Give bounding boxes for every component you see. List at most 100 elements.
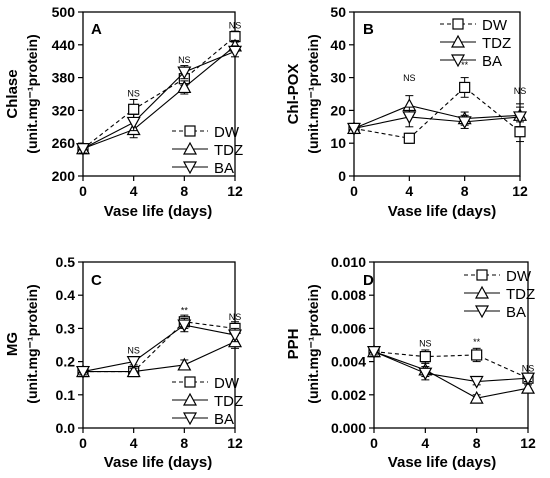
legend-marker bbox=[450, 54, 466, 68]
ylabel-1: Chl-POX bbox=[285, 64, 302, 125]
legend-label: BA bbox=[482, 53, 502, 70]
panel-b: Chl-POX (unit.mg⁻¹protein) Vase life (da… bbox=[285, 21, 496, 220]
y-tick-label: 0.2 bbox=[56, 354, 76, 370]
series-line bbox=[82, 36, 236, 150]
y-tick-label: 260 bbox=[52, 135, 76, 151]
y-tick-label: 0.5 bbox=[56, 254, 76, 270]
data-point bbox=[227, 45, 243, 59]
x-tick-label: 12 bbox=[512, 183, 528, 199]
ylabel-2: (unit.mg⁻¹protein) bbox=[305, 34, 321, 153]
data-point bbox=[403, 132, 415, 144]
panel-letter: B bbox=[363, 21, 374, 38]
data-point bbox=[469, 390, 484, 404]
y-tick-label: 0.1 bbox=[56, 387, 76, 403]
x-tick-label: 8 bbox=[473, 435, 481, 451]
x-tick-label: 12 bbox=[227, 183, 243, 199]
data-point bbox=[366, 346, 382, 359]
legend-marker bbox=[452, 18, 464, 30]
legend-marker bbox=[182, 161, 198, 175]
data-point bbox=[177, 357, 192, 371]
series-line bbox=[83, 341, 236, 373]
legend-label: TDZ bbox=[214, 142, 243, 159]
significance-label: NS bbox=[522, 364, 535, 374]
data-point bbox=[75, 365, 91, 379]
y-tick-label: 440 bbox=[52, 37, 76, 53]
xlabel: Vase life (days) bbox=[388, 454, 496, 471]
ylabel-2: (unit.mg⁻¹protein) bbox=[24, 284, 40, 403]
x-tick-label: 8 bbox=[180, 183, 188, 199]
panel-c: MG (unit.mg⁻¹protein) Vase life (days) C bbox=[4, 272, 212, 471]
chart-panel: 0.000 0.002 0.004 0.006 0.008 0.010 0 4 8 12 NS ** N… bbox=[331, 254, 536, 451]
y-tick-label: 40 bbox=[330, 37, 346, 53]
legend-marker bbox=[184, 125, 196, 137]
y-tick-label: 0.000 bbox=[331, 420, 366, 436]
x-tick-label: 8 bbox=[180, 435, 188, 451]
y-tick-label: 200 bbox=[52, 168, 76, 184]
data-point bbox=[227, 329, 243, 343]
x-tick-label: 4 bbox=[130, 435, 138, 451]
legend-label: DW bbox=[214, 124, 240, 141]
significance-label: ** bbox=[181, 305, 189, 315]
x-tick-label: 0 bbox=[370, 435, 378, 451]
legend-label: DW bbox=[482, 17, 508, 34]
ylabel-1: PPH bbox=[285, 329, 302, 360]
data-point bbox=[177, 80, 192, 94]
legend-label: BA bbox=[214, 160, 234, 177]
data-point bbox=[520, 372, 536, 386]
data-point bbox=[128, 103, 140, 115]
series-line bbox=[353, 116, 521, 129]
x-tick-label: 12 bbox=[227, 435, 243, 451]
plot-frame bbox=[82, 11, 236, 177]
x-tick-label: 4 bbox=[421, 435, 429, 451]
legend-label: BA bbox=[506, 304, 526, 321]
y-tick-label: 10 bbox=[330, 135, 346, 151]
y-tick-label: 0.4 bbox=[56, 287, 76, 303]
x-tick-label: 8 bbox=[461, 183, 469, 199]
significance-label: ** bbox=[473, 337, 481, 347]
panel-letter: A bbox=[91, 21, 102, 38]
y-tick-label: 30 bbox=[330, 70, 346, 86]
legend-marker bbox=[182, 412, 198, 426]
data-point bbox=[419, 351, 431, 363]
plot-frame bbox=[353, 11, 521, 177]
data-point bbox=[75, 143, 91, 156]
legend-marker bbox=[474, 305, 490, 319]
data-point bbox=[346, 122, 362, 136]
legend-label: DW bbox=[506, 268, 532, 285]
legend-marker bbox=[184, 376, 196, 388]
panel-a: Chlase (unit.mg⁻¹protein) Vase life (day… bbox=[4, 21, 212, 220]
data-point bbox=[471, 349, 483, 361]
series-line bbox=[83, 321, 236, 373]
legend-label: TDZ bbox=[506, 286, 535, 303]
y-tick-label: 0 bbox=[338, 168, 346, 184]
y-tick-label: 0.0 bbox=[56, 420, 76, 436]
data-point bbox=[126, 364, 141, 378]
ylabel-1: Chlase bbox=[4, 69, 21, 118]
y-tick-label: 0.006 bbox=[331, 320, 366, 336]
legend-marker bbox=[476, 269, 488, 281]
ylabel-1: MG bbox=[4, 332, 21, 356]
y-tick-label: 380 bbox=[52, 70, 76, 86]
x-tick-label: 0 bbox=[79, 435, 87, 451]
data-point bbox=[459, 81, 471, 94]
significance-label: NS bbox=[229, 20, 242, 30]
significance-label: NS bbox=[127, 345, 140, 355]
significance-label: NS bbox=[419, 339, 432, 349]
significance-label: NS bbox=[178, 55, 191, 65]
series-line bbox=[82, 50, 236, 150]
x-tick-label: 0 bbox=[350, 183, 358, 199]
panel-letter: C bbox=[91, 272, 102, 289]
data-point bbox=[402, 111, 417, 125]
y-tick-label: 0.002 bbox=[331, 387, 366, 403]
y-tick-label: 0.004 bbox=[331, 354, 366, 370]
y-tick-label: 0.008 bbox=[331, 287, 366, 303]
x-tick-label: 4 bbox=[405, 183, 413, 199]
legend-marker bbox=[182, 392, 198, 406]
data-point bbox=[469, 375, 484, 389]
legend-label: DW bbox=[214, 375, 240, 392]
series-line bbox=[373, 351, 529, 379]
significance-label: NS bbox=[229, 312, 242, 322]
panel-letter: D bbox=[363, 272, 374, 289]
